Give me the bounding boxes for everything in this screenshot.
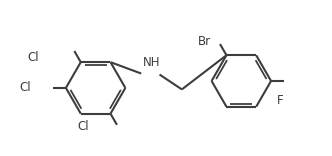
Text: F: F (277, 94, 284, 107)
Text: NH: NH (143, 56, 161, 69)
Text: Br: Br (198, 35, 211, 48)
Text: Cl: Cl (20, 81, 31, 94)
Text: Cl: Cl (28, 51, 39, 64)
Text: Cl: Cl (77, 120, 89, 133)
